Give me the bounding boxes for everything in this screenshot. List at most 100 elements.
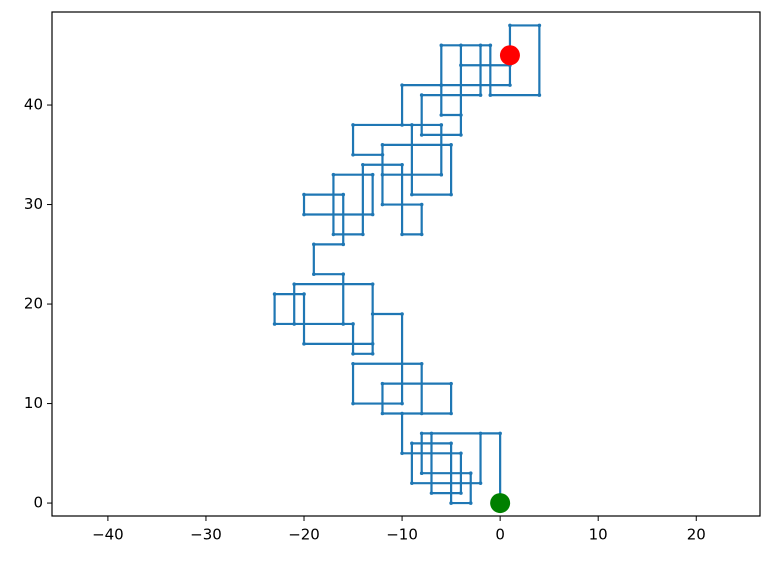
walk-point: [439, 83, 444, 87]
walk-point: [370, 312, 375, 316]
walk-point: [370, 352, 375, 356]
walk-point: [429, 491, 434, 495]
walk-point: [410, 481, 414, 485]
y-tick-label: 10: [24, 394, 43, 412]
walk-point: [488, 43, 493, 48]
walk-point: [312, 242, 316, 247]
walk-point: [272, 292, 277, 296]
walk-point: [380, 411, 385, 416]
x-tick-label: −30: [190, 526, 222, 544]
walk-point: [341, 242, 346, 247]
walk-point: [419, 471, 424, 476]
walk-point: [400, 451, 404, 456]
walk-point: [478, 431, 483, 436]
walk-point: [459, 43, 463, 48]
walk-point: [439, 113, 444, 117]
walk-point: [400, 83, 404, 87]
walk-line: [273, 24, 541, 505]
walk-point: [370, 172, 375, 177]
walk-point: [370, 212, 375, 217]
endpoint-marker: [499, 45, 520, 66]
y-tick-label: 0: [33, 494, 43, 512]
walk-point: [351, 123, 355, 127]
x-tick-label: −10: [386, 526, 418, 544]
walk-point: [302, 192, 306, 197]
walk-point: [449, 381, 453, 386]
walk-point: [370, 282, 375, 286]
walk-point: [400, 232, 404, 237]
walk-point: [302, 292, 306, 296]
walk-point: [419, 202, 424, 207]
walk-point: [429, 431, 434, 436]
walk-point: [537, 93, 542, 97]
walk-point: [478, 481, 483, 485]
walk-point: [449, 501, 453, 505]
x-tick-label: 10: [589, 526, 608, 544]
walk-point: [302, 212, 306, 217]
walk-point: [341, 272, 346, 276]
x-tick-label: 20: [687, 526, 706, 544]
walk-point: [302, 342, 306, 346]
walk-point: [341, 322, 346, 326]
endpoint-marker: [490, 493, 511, 514]
walk-point: [488, 93, 493, 97]
walk-point: [449, 143, 453, 147]
walk-point: [351, 361, 355, 366]
walk-point: [468, 501, 473, 505]
walk-point: [439, 43, 444, 48]
walk-point: [351, 322, 355, 326]
walk-point: [351, 352, 355, 356]
walk-point: [400, 162, 404, 167]
walk-point: [419, 232, 424, 237]
walk-point: [272, 322, 277, 326]
walk-point: [478, 43, 483, 48]
walk-point: [508, 23, 512, 28]
walk-point: [351, 152, 355, 157]
walk-point: [380, 143, 385, 147]
walk-point: [400, 312, 404, 316]
walk-point: [370, 342, 375, 346]
walk-point: [341, 192, 346, 197]
walk-point: [459, 133, 463, 137]
walk-point: [459, 491, 463, 495]
walk-point: [468, 471, 473, 476]
walk-point: [537, 23, 542, 28]
walk-point: [459, 63, 463, 68]
walk-point: [508, 83, 512, 87]
walk-point: [498, 431, 502, 436]
walk-point: [380, 381, 385, 386]
walk-point: [459, 113, 463, 117]
x-tick-label: −40: [92, 526, 124, 544]
walk-point: [419, 93, 424, 97]
walk-point: [419, 133, 424, 137]
walk-point: [439, 172, 444, 177]
walk-point: [380, 152, 385, 157]
walk-point: [410, 192, 414, 197]
walk-point: [400, 401, 404, 406]
walk-point: [410, 123, 414, 127]
y-tick-label: 40: [24, 96, 43, 114]
walk-point: [449, 441, 453, 446]
walk-point: [449, 411, 453, 416]
walk-point: [419, 411, 424, 416]
walk-point: [419, 361, 424, 366]
walk-point: [361, 232, 365, 237]
walk-point: [400, 123, 404, 127]
walk-point: [331, 232, 336, 237]
walk-point: [478, 93, 483, 97]
walk-point: [449, 192, 453, 197]
walk-point: [351, 401, 355, 406]
y-tick-label: 20: [24, 295, 43, 313]
walk-point: [419, 431, 424, 436]
walk-point: [459, 451, 463, 456]
walk-point: [400, 411, 404, 416]
walk-point: [361, 162, 365, 167]
walk-point: [410, 441, 414, 446]
plot-frame: [51, 11, 761, 517]
walk-point: [292, 322, 297, 326]
walk-point: [439, 123, 444, 127]
walk-point: [380, 202, 385, 207]
x-tick-label: −20: [288, 526, 320, 544]
